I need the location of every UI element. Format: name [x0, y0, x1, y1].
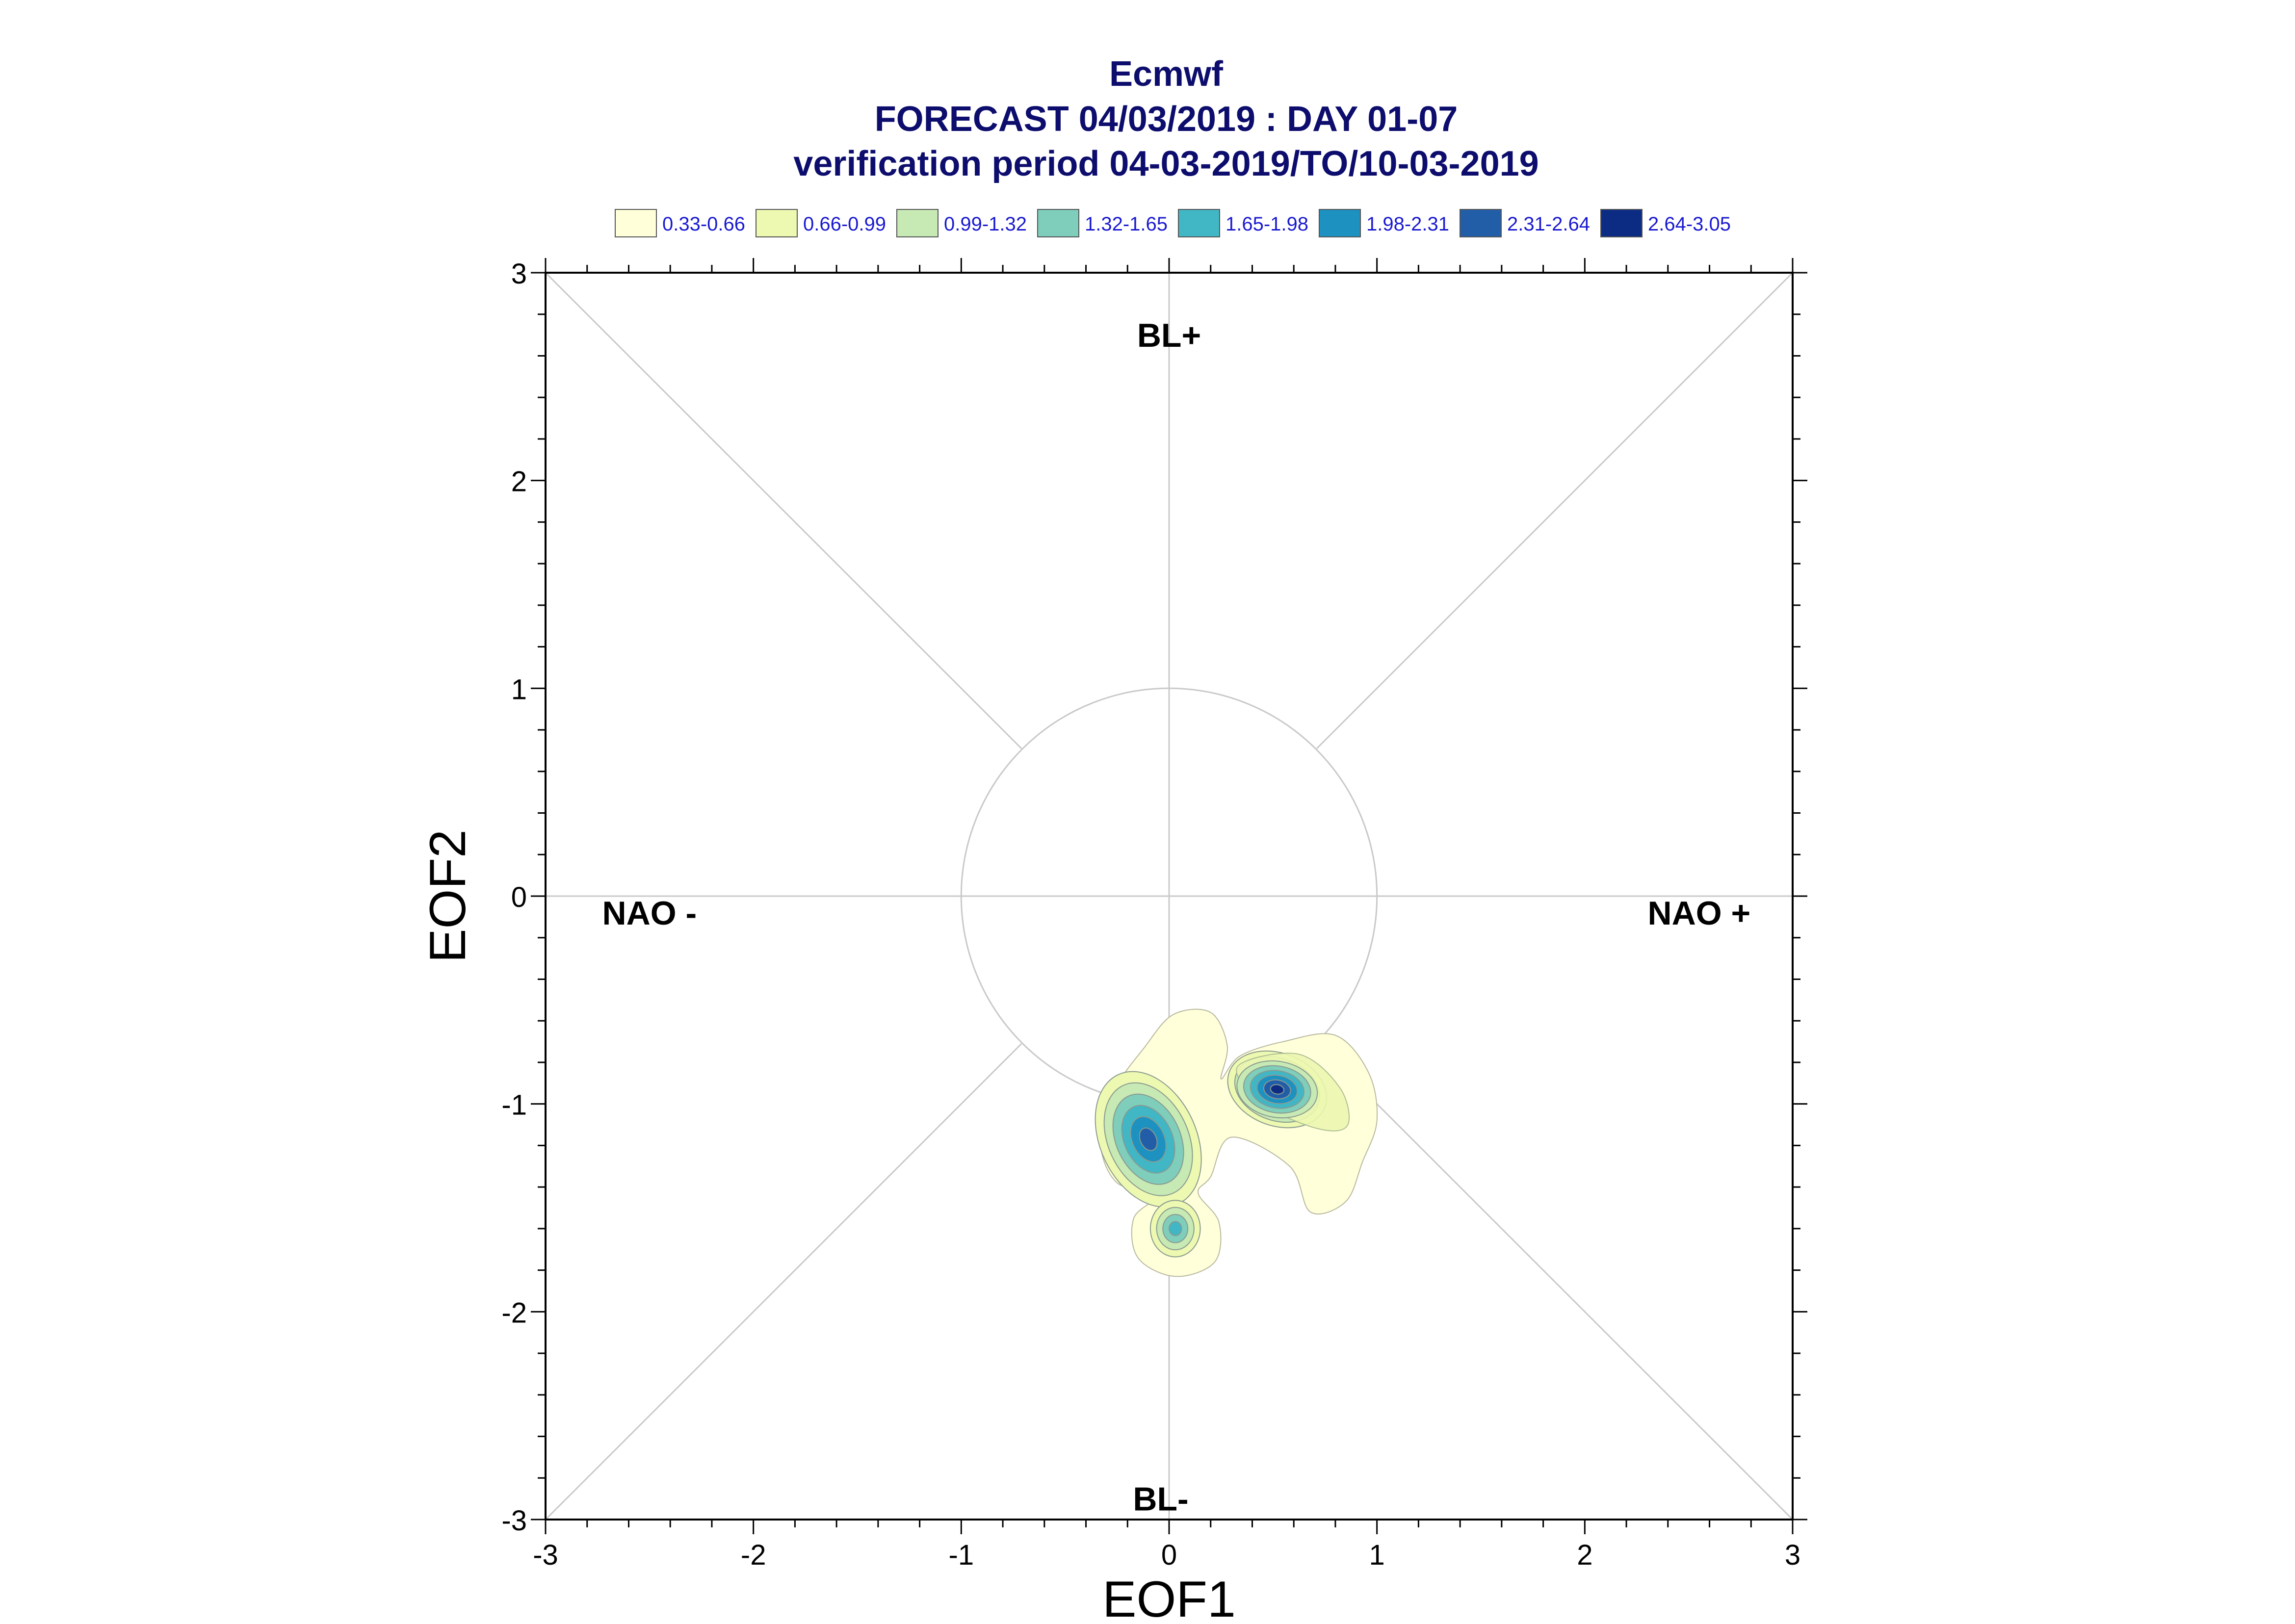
region-label: NAO +: [1647, 895, 1750, 932]
legend-swatch: [615, 209, 657, 237]
legend-swatch: [896, 209, 939, 237]
legend-swatch: [756, 209, 798, 237]
legend-label: 0.99-1.32: [944, 213, 1027, 235]
x-tick-label: 2: [1577, 1539, 1592, 1571]
chart-title: Ecmwf FORECAST 04/03/2019 : DAY 01-07 ve…: [793, 54, 1539, 183]
y-tick-label: -2: [501, 1297, 527, 1329]
region-label: BL-: [1133, 1481, 1188, 1518]
diagonal-upper-right: [1316, 272, 1794, 749]
legend-label: 2.31-2.64: [1507, 213, 1590, 235]
y-tick-label: 1: [511, 673, 527, 705]
legend-label: 1.65-1.98: [1226, 213, 1308, 235]
density-contour-core-level-8: [1270, 1084, 1284, 1095]
x-tick-label: -3: [533, 1539, 558, 1571]
x-tick-label: 3: [1785, 1539, 1800, 1571]
legend-label: 1.32-1.65: [1085, 213, 1168, 235]
title-line-1: Ecmwf: [1109, 54, 1224, 94]
y-tick-label: 0: [511, 881, 527, 913]
x-tick-label: -1: [949, 1539, 974, 1571]
legend-label: 1.98-2.31: [1366, 213, 1449, 235]
legend-swatch: [1600, 209, 1643, 237]
x-axis-title: EOF1: [1102, 1571, 1236, 1624]
region-label: NAO -: [602, 895, 697, 932]
legend: 0.33-0.66 0.66-0.99 0.99-1.32 1.32-1.65 1.65…: [615, 209, 1731, 237]
legend-label: 2.64-3.05: [1648, 213, 1731, 235]
legend-swatch: [1037, 209, 1079, 237]
guide-lines: [545, 272, 1794, 1521]
legend-label: 0.33-0.66: [662, 213, 745, 235]
y-tick-label: -1: [501, 1089, 527, 1121]
diagonal-lower-left: [545, 1043, 1022, 1521]
density-contour-level-7: [1139, 1127, 1158, 1151]
y-tick-label: 3: [511, 258, 527, 290]
x-tick-label: -2: [741, 1539, 766, 1571]
y-tick-label: 2: [511, 466, 527, 498]
diagonal-upper-left: [545, 272, 1022, 749]
legend-swatch: [1319, 209, 1361, 237]
legend-swatch: [1178, 209, 1220, 237]
legend-label: 0.66-0.99: [803, 213, 886, 235]
region-labels: BL+ NAO - NAO + BL-: [602, 317, 1751, 1518]
title-line-3: verification period 04-03-2019/TO/10-03-…: [793, 144, 1539, 183]
y-axis-title: EOF2: [419, 829, 476, 963]
plot-area: BL+ NAO - NAO + BL- -3 -2 -1 0 1 2 3 -3 -2 -1 0 1 2 3: [501, 258, 1807, 1571]
legend-swatch: [1460, 209, 1502, 237]
title-line-2: FORECAST 04/03/2019 : DAY 01-07: [875, 100, 1458, 139]
x-tick-label: 0: [1161, 1539, 1177, 1571]
x-tick-label: 1: [1369, 1539, 1385, 1571]
axis-ticks: -3 -2 -1 0 1 2 3 -3 -2 -1 0 1 2 3: [501, 258, 1807, 1571]
density-contour-level-5: [1169, 1221, 1182, 1237]
region-label: BL+: [1137, 317, 1201, 354]
diagonal-lower-right: [1316, 1043, 1794, 1521]
y-tick-label: -3: [501, 1505, 527, 1537]
density-contours: [1095, 1008, 1378, 1277]
